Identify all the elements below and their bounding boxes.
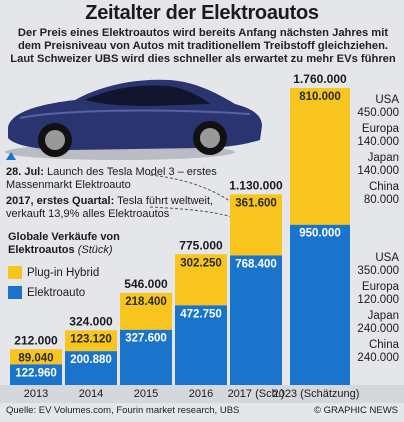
value-label: 302.250 bbox=[180, 257, 222, 269]
region-value: 140.000 bbox=[357, 165, 399, 177]
value-label: 218.400 bbox=[125, 296, 167, 308]
legend-label: Plug-in Hybrid bbox=[27, 267, 99, 279]
region-name: China bbox=[369, 181, 400, 193]
bar-segment bbox=[175, 305, 227, 385]
car-illustration bbox=[5, 79, 262, 160]
region-name: USA bbox=[375, 252, 399, 264]
region-name: Japan bbox=[368, 152, 399, 164]
bar-segment bbox=[10, 364, 62, 385]
annotation-date: 2017, erstes Quartal: bbox=[6, 195, 115, 207]
region-name: Europa bbox=[362, 123, 400, 135]
value-label: 327.600 bbox=[125, 333, 167, 345]
x-tick-label: 2014 bbox=[79, 388, 103, 400]
region-value: 450.000 bbox=[357, 107, 399, 119]
bar-segment bbox=[290, 88, 350, 225]
legend-title: Globale Verkäufe von Elektroautos (Stück… bbox=[8, 231, 148, 257]
total-label: 1.760.000 bbox=[293, 72, 347, 86]
annotation-date: 28. Jul: bbox=[6, 166, 44, 178]
annotation-text: Tesla führt weltweit, verkauft 13,9% all… bbox=[6, 195, 214, 220]
region-name: Europa bbox=[362, 281, 400, 293]
bar-segment bbox=[10, 349, 62, 365]
value-label: 950.000 bbox=[299, 228, 341, 240]
bar-segment bbox=[175, 254, 227, 306]
total-label: 324.000 bbox=[69, 314, 113, 328]
source: Quelle: EV Volumes.com, Fourin market re… bbox=[6, 405, 240, 416]
value-label: 472.750 bbox=[180, 308, 222, 320]
value-label: 123.120 bbox=[70, 333, 112, 345]
legend-unit: (Stück) bbox=[77, 244, 113, 256]
total-label: 1.130.000 bbox=[229, 178, 283, 192]
region-value: 350.000 bbox=[357, 265, 399, 277]
bar-segment bbox=[65, 351, 117, 385]
total-label: 775.000 bbox=[179, 238, 223, 252]
region-value: 120.000 bbox=[357, 294, 399, 306]
annotation-leader bbox=[149, 206, 251, 229]
x-tick-label: 2023 (Schätzung) bbox=[273, 388, 360, 400]
region-name: USA bbox=[375, 94, 399, 106]
total-label: 546.000 bbox=[124, 277, 168, 291]
region-value: 80.000 bbox=[364, 194, 399, 206]
legend-swatch bbox=[8, 286, 22, 299]
x-tick-label: 2013 bbox=[24, 388, 48, 400]
region-name: Japan bbox=[368, 310, 399, 322]
annotation: 28. Jul: Launch des Tesla Model 3 – erst… bbox=[6, 166, 234, 192]
title: Zeitalter der Elektroautos bbox=[85, 2, 319, 24]
value-label: 200.880 bbox=[70, 354, 112, 366]
value-label: 361.600 bbox=[235, 197, 277, 209]
x-tick-label: 2016 bbox=[189, 388, 213, 400]
subtitle: Der Preis eines Elektroautos wird bereit… bbox=[10, 27, 396, 65]
bar-segment bbox=[120, 329, 172, 385]
credit: © GRAPHIC NEWS bbox=[313, 405, 398, 416]
legend-title-text: Globale Verkäufe von Elektroautos bbox=[8, 231, 120, 256]
annotation-text: Launch des Tesla Model 3 – erstes Massen… bbox=[6, 166, 217, 191]
value-label: 768.400 bbox=[235, 258, 277, 270]
value-label: 122.960 bbox=[15, 367, 57, 379]
axis-band bbox=[0, 385, 404, 403]
region-value: 240.000 bbox=[357, 323, 399, 335]
value-label: 89.040 bbox=[18, 352, 53, 364]
bar-segment bbox=[65, 330, 117, 352]
region-name: China bbox=[369, 339, 400, 351]
marker-triangle bbox=[6, 152, 16, 160]
x-tick-label: 2017 (Sch.) bbox=[228, 388, 285, 400]
bar-segment bbox=[290, 224, 350, 385]
legend-swatch bbox=[8, 266, 22, 279]
x-tick-label: 2015 bbox=[134, 388, 158, 400]
value-label: 810.000 bbox=[299, 91, 341, 103]
region-value: 240.000 bbox=[357, 352, 399, 364]
bar-segment bbox=[230, 255, 282, 385]
total-label: 212.000 bbox=[14, 333, 58, 347]
bar-segment bbox=[120, 292, 172, 330]
annotation: 2017, erstes Quartal: Tesla führt weltwe… bbox=[6, 195, 234, 221]
region-value: 140.000 bbox=[357, 136, 399, 148]
bar-segment bbox=[230, 194, 282, 256]
legend-label: Elektroauto bbox=[27, 287, 85, 299]
